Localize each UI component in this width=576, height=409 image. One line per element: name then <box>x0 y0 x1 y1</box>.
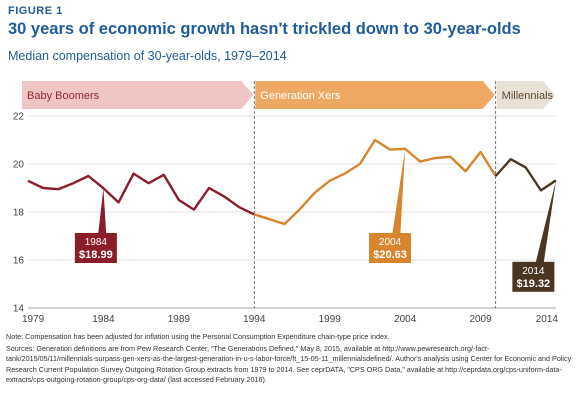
y-tick-label: 22 <box>13 112 25 123</box>
sources-text: Sources: Generation definitions are from… <box>6 343 572 385</box>
callout-value: $20.63 <box>373 249 407 261</box>
x-tick-label: 2004 <box>394 314 417 325</box>
x-tick-label: 1989 <box>168 314 191 325</box>
callout-pointer <box>392 148 406 234</box>
x-tick-label: 1984 <box>92 314 115 325</box>
callout-box <box>512 261 555 292</box>
callout-pointer <box>98 188 107 234</box>
line-chart: 14 16 18 20 22 1979 1984 1989 1994 1999 2004 2009 20… <box>13 81 559 325</box>
generation-arrow <box>22 81 254 109</box>
y-tick-label: 20 <box>13 160 25 171</box>
x-tick-label: 1994 <box>243 314 266 325</box>
chart-title: 30 years of economic growth hasn't trick… <box>8 20 521 38</box>
callout-year: 2004 <box>379 237 402 248</box>
series-line-boomers <box>27 172 255 216</box>
generation-arrow <box>255 81 495 109</box>
series-line-genx <box>253 138 497 226</box>
figure-label: FIGURE 1 <box>8 5 63 17</box>
series-line-millennials <box>494 157 557 192</box>
x-tick-label: 2009 <box>469 314 492 325</box>
generation-label: Generation Xers <box>260 90 341 102</box>
callout-value: $19.32 <box>517 278 551 290</box>
x-tick-label: 1979 <box>22 314 45 325</box>
x-tick-label: 1999 <box>319 314 342 325</box>
callout-box <box>369 233 412 263</box>
note-text: Note: Compensation has been adjusted for… <box>6 332 390 341</box>
x-tick-label: 2014 <box>536 314 559 325</box>
y-tick-label: 14 <box>13 304 25 315</box>
chart-subtitle: Median compensation of 30-year-olds, 197… <box>8 49 287 63</box>
y-tick-label: 18 <box>13 208 25 219</box>
callout-value: $18.99 <box>79 249 113 261</box>
callout-box <box>74 233 117 263</box>
generation-label: Millennials <box>502 90 554 102</box>
generation-arrow <box>496 81 555 109</box>
callout-year: 1984 <box>85 237 108 248</box>
callout-pointer <box>535 180 556 263</box>
y-tick-label: 16 <box>13 256 25 267</box>
generation-label: Baby Boomers <box>27 90 100 102</box>
chart-notes: Note: Compensation has been adjusted for… <box>6 332 572 387</box>
callout-year: 2014 <box>522 266 545 277</box>
